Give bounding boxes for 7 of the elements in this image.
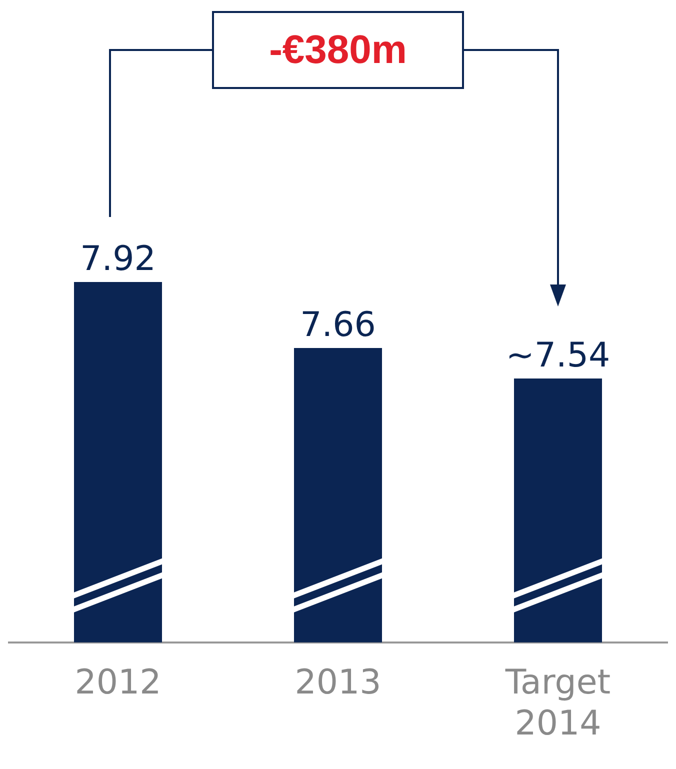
data-label: 7.92	[80, 238, 156, 279]
text: -€380m	[213, 12, 463, 88]
x-tick-label: Target 2014	[504, 662, 611, 744]
x-tick-label: 2013	[294, 662, 382, 703]
data-label: 7.66	[300, 304, 376, 345]
x-tick-label: 2012	[74, 662, 162, 703]
data-label: ~7.54	[506, 335, 610, 376]
